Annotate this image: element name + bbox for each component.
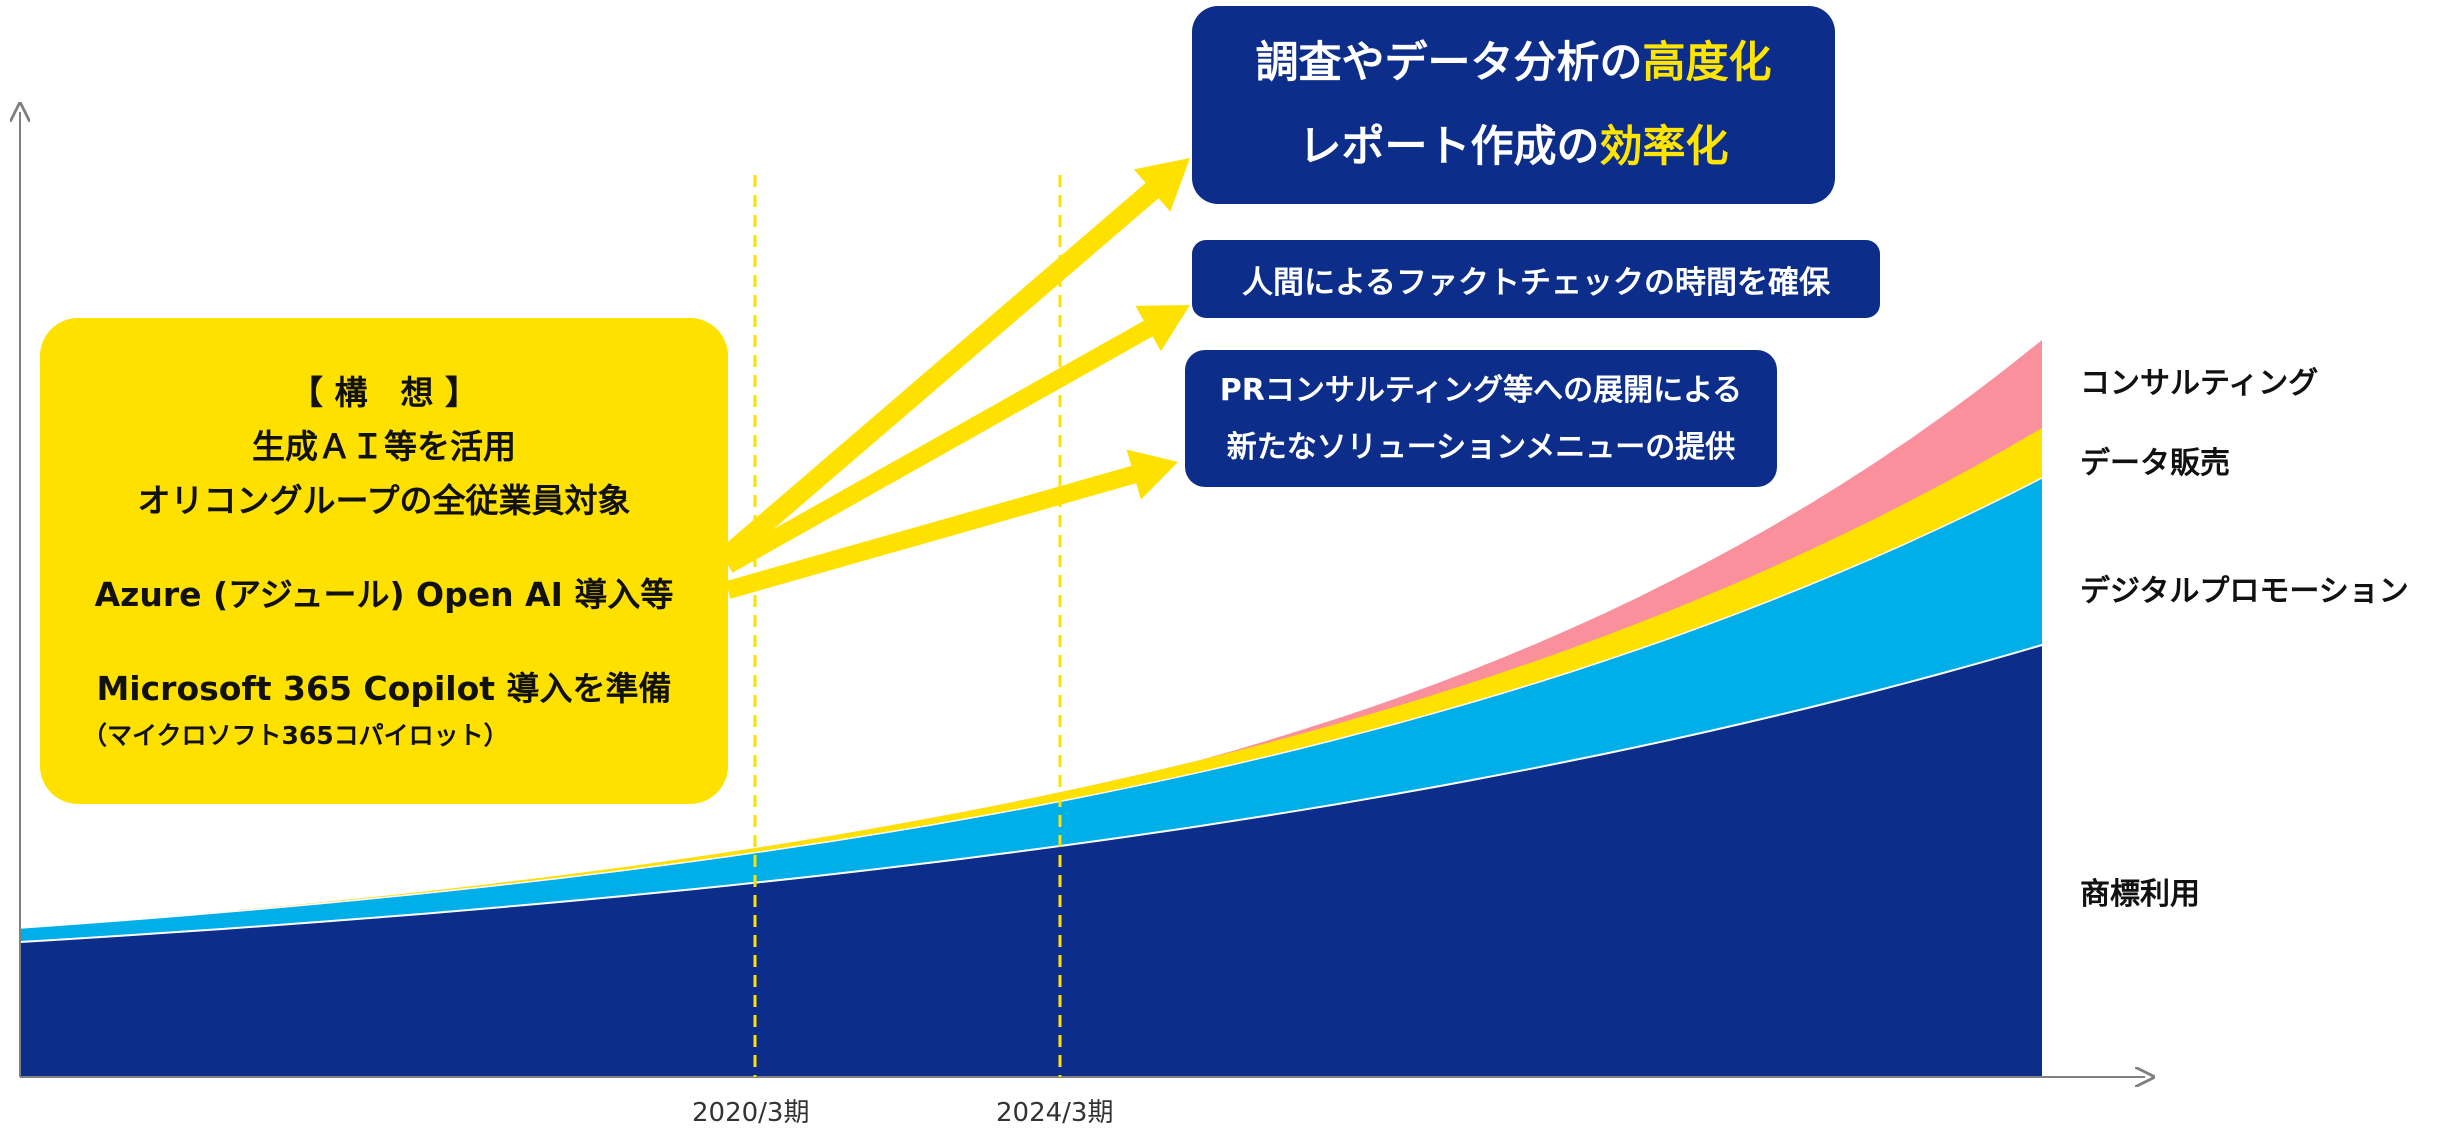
arrow-to-solution-box	[725, 449, 1178, 599]
report-highlight: 効率化	[1599, 122, 1729, 172]
report-line: レポート作成の効率化	[1299, 105, 1729, 189]
concept-line-azure: Azure (アジュール) Open AI 導入等	[94, 575, 674, 614]
analysis-line: 調査やデータ分析の高度化	[1256, 21, 1772, 105]
trademark-area	[20, 645, 2042, 1077]
label-data-sales: データ販売	[2080, 446, 2230, 481]
yellow-arrows	[721, 158, 1190, 599]
concept-line-copilot: Microsoft 365 Copilot 導入を準備	[96, 669, 672, 708]
analysis-line-text: 調査やデータ分析の	[1255, 38, 1643, 88]
label-trademark: 商標利用	[2080, 877, 2200, 912]
digital-boundary-line	[19, 477, 2043, 929]
concept-heading: 【 構 想 】	[290, 373, 478, 412]
tick-2024: 2024/3期	[996, 1098, 1114, 1128]
solution-line-2: 新たなソリューションメニューの提供	[1226, 429, 1736, 465]
analysis-efficiency-box: 調査やデータ分析の高度化 レポート作成の効率化	[1192, 6, 1835, 204]
report-line-text: レポート作成の	[1298, 122, 1600, 172]
concept-box: 【 構 想 】 生成ＡＩ等を活用 オリコングループの全従業員対象 Azure (…	[40, 318, 728, 804]
concept-line-copilot-reading: （マイクロソフト365コパイロット）	[82, 721, 509, 750]
label-digital-promotion: デジタルプロモーション	[2080, 574, 2409, 609]
analysis-highlight: 高度化	[1642, 38, 1772, 88]
arrow-to-factcheck-box	[723, 305, 1190, 573]
factcheck-text: 人間によるファクトチェックの時間を確保	[1241, 264, 1831, 301]
solution-line-1: PRコンサルティング等への展開による	[1219, 372, 1743, 408]
tick-2020: 2020/3期	[692, 1098, 810, 1128]
concept-line-2: オリコングループの全従業員対象	[137, 481, 631, 520]
label-consulting: コンサルティング	[2080, 366, 2319, 401]
arrow-to-analysis-box	[721, 158, 1190, 563]
trademark-boundary-line	[19, 644, 2043, 943]
solution-box: PRコンサルティング等への展開による 新たなソリューションメニューの提供	[1185, 350, 1777, 487]
factcheck-box: 人間によるファクトチェックの時間を確保	[1192, 240, 1880, 318]
concept-line-1: 生成ＡＩ等を活用	[252, 427, 516, 466]
